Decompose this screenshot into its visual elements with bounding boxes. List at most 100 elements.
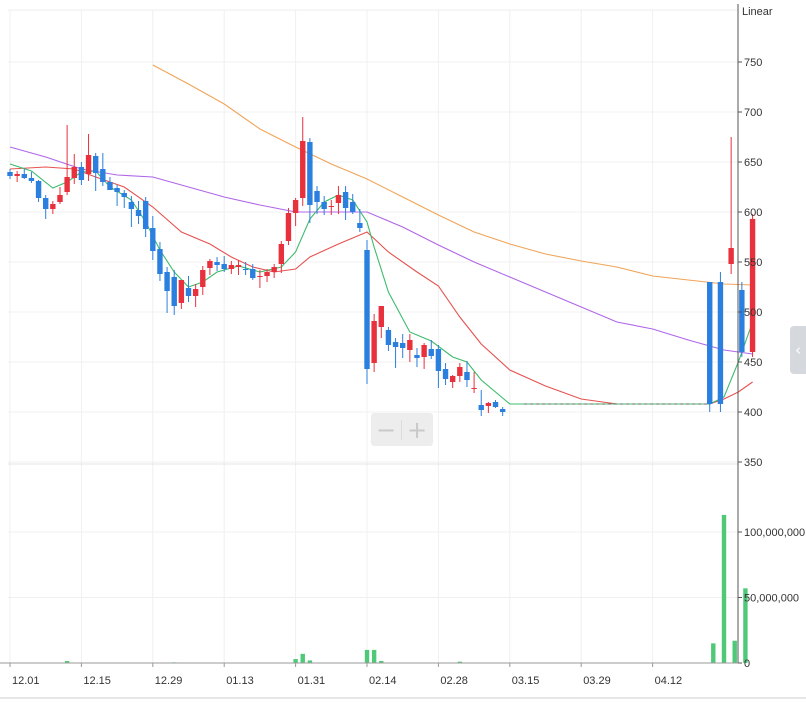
candle-down[interactable] (107, 182, 113, 190)
candle-up[interactable] (235, 265, 242, 267)
candle-down[interactable] (157, 249, 163, 274)
candle-down[interactable] (7, 172, 13, 176)
price-tick-label: 400 (744, 407, 762, 419)
candle-down[interactable] (92, 156, 99, 173)
candle-up[interactable] (285, 213, 292, 241)
candle-up[interactable] (71, 167, 77, 178)
volume-bar[interactable] (379, 661, 384, 663)
candle-up[interactable] (292, 200, 299, 213)
candle-down[interactable] (364, 250, 370, 369)
candle-down[interactable] (78, 167, 85, 180)
volume-bar[interactable] (371, 649, 377, 663)
candle-up[interactable] (200, 270, 206, 287)
candle-down[interactable] (492, 402, 499, 407)
volume-bar[interactable] (64, 661, 70, 663)
candle-down[interactable] (214, 262, 220, 265)
candle-up[interactable] (300, 141, 306, 198)
candle-down[interactable] (185, 288, 192, 296)
candle-down[interactable] (499, 409, 506, 412)
candle-up[interactable] (457, 367, 463, 376)
candle-down[interactable] (314, 191, 320, 202)
candle-up[interactable] (335, 195, 342, 203)
zoom-divider (401, 419, 402, 440)
candle-down[interactable] (428, 349, 434, 356)
candle-down[interactable] (478, 405, 484, 410)
candle-up[interactable] (328, 206, 334, 207)
candle-down[interactable] (164, 272, 170, 291)
candle-down[interactable] (321, 202, 327, 209)
volume-bar[interactable] (721, 514, 727, 663)
candle-up[interactable] (728, 248, 734, 264)
scale-mode-label[interactable]: Linear (742, 6, 773, 18)
date-tick-label: 12.15 (83, 675, 111, 687)
candle-up[interactable] (407, 340, 413, 350)
candle-down[interactable] (21, 174, 27, 178)
candle-down[interactable] (357, 223, 363, 228)
candle-down[interactable] (342, 192, 349, 208)
zoom-in-button[interactable]: + (406, 415, 428, 444)
candle-down[interactable] (242, 269, 249, 270)
candle-down[interactable] (717, 282, 724, 404)
price-tick-label: 350 (744, 457, 762, 469)
zoom-out-button[interactable]: − (375, 415, 397, 444)
candle-up[interactable] (749, 219, 756, 352)
volume-bar[interactable] (300, 653, 305, 663)
volume-bar[interactable] (732, 640, 737, 663)
candle-up[interactable] (64, 177, 70, 192)
candle-down[interactable] (135, 210, 142, 216)
candle-down[interactable] (414, 355, 420, 358)
candle-down[interactable] (35, 181, 42, 198)
candle-down[interactable] (307, 142, 313, 205)
candle-up[interactable] (264, 272, 270, 276)
candle-down[interactable] (142, 201, 149, 229)
candle-up[interactable] (207, 261, 213, 268)
candle-up[interactable] (421, 345, 427, 357)
candle-down[interactable] (739, 290, 745, 352)
candle-down[interactable] (385, 330, 392, 345)
candle-down[interactable] (250, 269, 256, 278)
candle-down[interactable] (442, 369, 449, 379)
candle-down[interactable] (114, 188, 120, 192)
candle-up[interactable] (485, 403, 492, 406)
candle-down[interactable] (128, 202, 135, 209)
candle-up[interactable] (471, 388, 477, 389)
volume-bar[interactable] (743, 588, 748, 663)
candle-down[interactable] (464, 372, 470, 380)
candle-up[interactable] (271, 267, 277, 272)
candle-down[interactable] (150, 228, 156, 251)
date-tick-label: 02.14 (369, 675, 397, 687)
candle-down[interactable] (400, 343, 406, 348)
candle-down[interactable] (28, 178, 35, 181)
candle-up[interactable] (192, 289, 199, 296)
zoom-control: − + (371, 413, 433, 446)
candle-up[interactable] (14, 174, 20, 176)
candle-up[interactable] (378, 306, 384, 327)
candle-up[interactable] (57, 195, 63, 202)
candle-down[interactable] (435, 349, 442, 371)
candle-up[interactable] (50, 204, 56, 209)
candle-down[interactable] (350, 202, 356, 212)
candle-down[interactable] (100, 169, 106, 182)
candle-down[interactable] (707, 282, 713, 404)
volume-bar[interactable] (364, 649, 370, 663)
volume-bar[interactable] (293, 659, 298, 663)
candle-up[interactable] (257, 276, 263, 277)
candle-down[interactable] (221, 264, 227, 269)
side-panel-toggle[interactable]: ‹ (790, 326, 806, 374)
volume-bar[interactable] (307, 660, 313, 663)
candle-down[interactable] (43, 198, 49, 209)
candle-up[interactable] (178, 280, 185, 303)
candle-down[interactable] (392, 342, 399, 347)
candle-down[interactable] (171, 277, 177, 306)
candle-up[interactable] (371, 321, 377, 363)
candle-up[interactable] (449, 376, 456, 382)
candle-up[interactable] (85, 155, 92, 174)
candle-up[interactable] (278, 244, 285, 264)
volume-bar[interactable] (711, 643, 716, 663)
candle-up[interactable] (228, 265, 235, 269)
candle-down[interactable] (121, 193, 127, 197)
volume-bar[interactable] (457, 661, 463, 663)
volume-tick-label: 100,000,000 (744, 527, 805, 539)
